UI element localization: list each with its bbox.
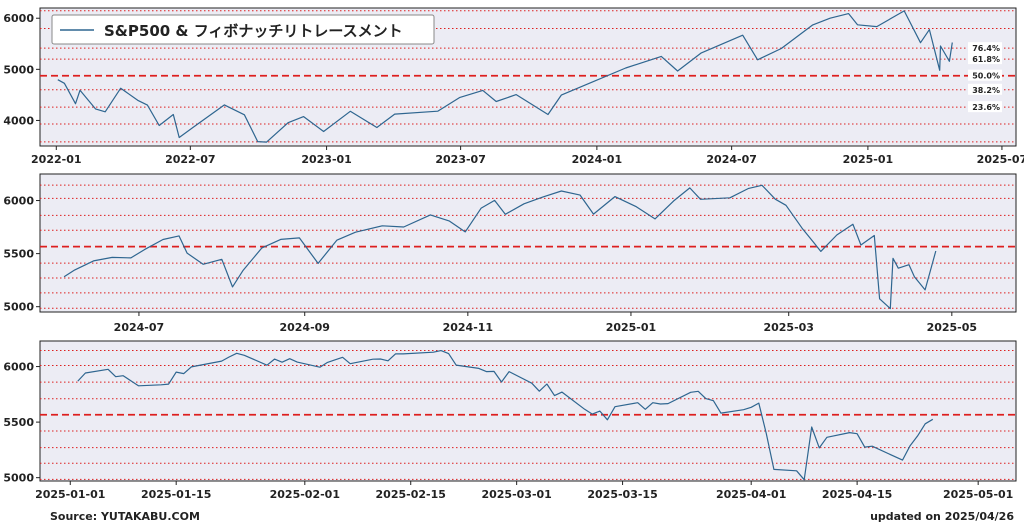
legend-label: S&P500 & フィボナッチリトレースメント	[104, 22, 403, 40]
x-tick-label: 2024-01	[572, 153, 623, 166]
x-tick-label: 2024-09	[279, 321, 330, 334]
x-tick-label: 2025-04-15	[822, 488, 892, 501]
x-tick-label: 2025-03-15	[587, 488, 657, 501]
y-tick-label: 5000	[3, 301, 34, 314]
level-label-bg	[968, 53, 1002, 65]
sp500-series-line	[63, 184, 937, 310]
level-label-bg	[968, 83, 1002, 95]
x-tick-label: 2024-07	[706, 153, 757, 166]
updated-date: updated on 2025/04/26	[870, 510, 1014, 523]
x-tick-label: 2025-02-01	[270, 488, 340, 501]
x-tick-label: 2025-05-01	[943, 488, 1013, 501]
chart-panel-3: 5000 5500 6000 2025-01-01 2025-01-15 2025-02-…	[3, 340, 1017, 501]
x-tick-label: 2025-04-01	[716, 488, 786, 501]
x-tick-label: 2025-01	[606, 321, 657, 334]
y-tick-label: 5000	[3, 63, 34, 76]
fib-level-label: 50.0%	[972, 72, 1000, 81]
plot-area	[39, 173, 1017, 313]
x-tick-label: 2025-01	[843, 153, 894, 166]
plot-area	[39, 340, 1017, 482]
x-tick-label: 2023-01	[301, 153, 352, 166]
x-tick-label: 2022-01	[31, 153, 82, 166]
legend: S&P500 & フィボナッチリトレースメント	[51, 14, 435, 45]
fib-level-label: 38.2%	[972, 86, 1000, 95]
level-label-bg	[968, 42, 1002, 54]
x-tick-label: 2023-07	[435, 153, 486, 166]
x-tick-label: 2025-07	[977, 153, 1024, 166]
sp500-series-line	[77, 350, 934, 481]
y-tick-label: 5500	[3, 248, 34, 261]
y-tick-label: 5000	[3, 472, 34, 485]
y-tick-label: 4000	[3, 114, 34, 127]
x-tick-label: 2025-03-01	[481, 488, 551, 501]
y-tick-label: 6000	[3, 361, 34, 374]
x-tick-label: 2022-07	[165, 153, 216, 166]
x-tick-label: 2024-11	[443, 321, 494, 334]
level-label-bg	[968, 101, 1002, 113]
sp500-series-line	[57, 10, 953, 143]
source-credit: Source: YUTAKABU.COM	[50, 510, 200, 523]
x-tick-label: 2025-01-01	[35, 488, 105, 501]
x-tick-label: 2024-07	[114, 321, 165, 334]
y-tick-label: 5500	[3, 416, 34, 429]
fib-level-label: 23.6%	[972, 103, 1000, 112]
legend-box	[51, 14, 435, 45]
fib-level-label: 76.4%	[972, 44, 1000, 53]
x-tick-label: 2025-02-15	[376, 488, 446, 501]
chart-panel-1: 4000 5000 6000 2022-01 2022-07 2023-01 2023-07…	[3, 7, 1024, 166]
fib-level-label: 61.8%	[972, 55, 1000, 64]
x-tick-label: 2025-05	[927, 321, 978, 334]
x-tick-label: 2025-01-15	[141, 488, 211, 501]
y-tick-label: 6000	[3, 12, 34, 25]
y-tick-label: 6000	[3, 195, 34, 208]
chart-panel-2: 5000 5500 6000 2024-07 2024-09 2024-11 2025-01…	[3, 173, 1017, 334]
level-label-bg	[968, 69, 1002, 81]
x-tick-label: 2025-03	[763, 321, 814, 334]
